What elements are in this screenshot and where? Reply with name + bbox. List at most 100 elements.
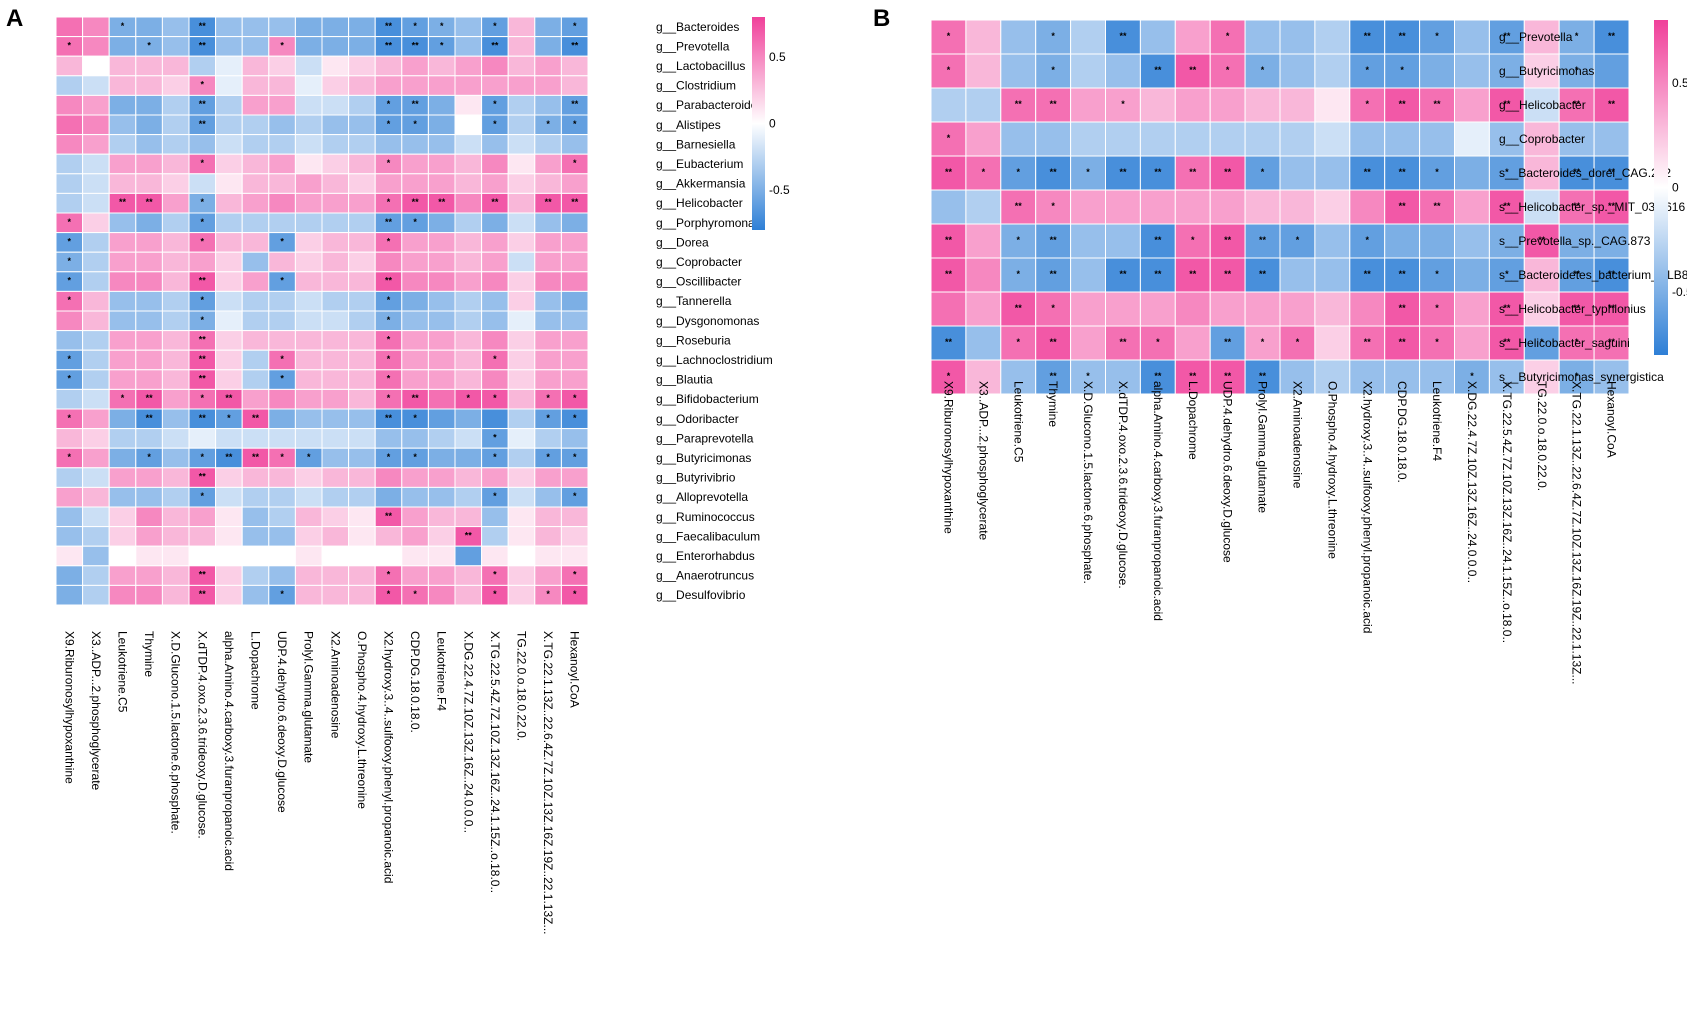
heatmap-cell <box>1384 53 1421 89</box>
row-label: g__Roseburia <box>656 333 731 347</box>
column-label: X3..ADP...2.phosphoglycerate <box>89 631 103 791</box>
heatmap-cell <box>1419 359 1455 395</box>
heatmap-cell <box>268 212 296 234</box>
significance-mark: * <box>1156 337 1160 347</box>
heatmap-cell <box>1070 291 1106 327</box>
significance-mark: * <box>387 295 391 305</box>
heatmap-cell <box>82 486 110 508</box>
row-label: g__Alloprevotella <box>656 490 748 504</box>
heatmap-cell <box>1244 19 1281 55</box>
heatmap-cell <box>82 114 110 136</box>
heatmap-cell <box>1244 189 1281 225</box>
heatmap-cell <box>1279 121 1316 157</box>
heatmap-cell <box>161 173 190 194</box>
heatmap-cell <box>348 271 376 292</box>
heatmap-cell <box>55 506 84 528</box>
heatmap-cell <box>454 428 483 449</box>
column-label: X.TG.22.1.13Z..22.6.4Z.7Z.10Z.13Z.16Z.19… <box>541 631 555 935</box>
heatmap-cell <box>427 212 456 234</box>
heatmap-cell <box>55 467 84 488</box>
significance-mark: ** <box>199 21 207 31</box>
heatmap-cell <box>108 173 137 194</box>
column-label: X.D.Glucono.1.5.lactone.6.phosphate. <box>169 631 183 834</box>
heatmap-cell <box>1593 121 1630 157</box>
heatmap-cell <box>374 486 403 508</box>
heatmap-cell <box>321 75 350 96</box>
heatmap-cell <box>161 467 190 488</box>
heatmap-cell <box>108 310 137 332</box>
significance-mark: ** <box>1364 337 1372 347</box>
column-label: X.DG.22.4.7Z.10Z.13Z.16Z..24.0.0.0.. <box>1465 381 1479 583</box>
significance-mark: * <box>280 276 284 286</box>
significance-mark: * <box>1575 337 1579 347</box>
heatmap-cell <box>294 94 323 116</box>
heatmap-cell <box>534 349 562 371</box>
row-label: g__Bifidobacterium <box>656 392 759 406</box>
heatmap-cell <box>534 134 562 155</box>
heatmap-cell <box>161 114 190 136</box>
heatmap-cell <box>930 53 967 89</box>
row-label: g__Blautia <box>656 373 713 387</box>
heatmap-cell <box>268 153 296 175</box>
heatmap-cell <box>534 486 562 508</box>
significance-mark: * <box>387 354 391 364</box>
heatmap-cell <box>82 408 110 430</box>
heatmap-cell <box>454 75 483 96</box>
heatmap-cell <box>1070 359 1106 395</box>
heatmap-cell <box>108 212 137 234</box>
heatmap-cell <box>82 134 110 155</box>
heatmap-cell <box>481 467 509 488</box>
heatmap-cell <box>1279 291 1316 327</box>
heatmap-cell <box>427 526 456 547</box>
heatmap-cell <box>348 16 376 38</box>
heatmap-cell <box>1314 325 1351 361</box>
heatmap-cell <box>82 506 110 528</box>
column-label: X9.Riburonosylhypoxanthine <box>62 631 76 784</box>
significance-mark: * <box>493 99 497 109</box>
heatmap-cell <box>427 55 456 77</box>
heatmap-cell <box>321 192 350 214</box>
heatmap-cell <box>454 251 483 273</box>
heatmap-cell <box>294 369 323 390</box>
heatmap-cell <box>135 486 163 508</box>
significance-mark: * <box>1296 235 1300 245</box>
significance-mark: * <box>947 31 951 41</box>
heatmap-cell <box>1558 223 1595 259</box>
heatmap-cell <box>268 173 296 194</box>
heatmap-cell <box>294 545 323 567</box>
heatmap-cell <box>161 526 190 547</box>
row-label: g__Eubacterium <box>656 157 743 171</box>
heatmap-cell <box>108 428 137 449</box>
heatmap-cell <box>534 36 562 57</box>
heatmap-cell <box>241 330 270 351</box>
heatmap-cell <box>1105 87 1141 123</box>
heatmap-cell <box>215 55 243 77</box>
significance-mark: ** <box>1050 269 1058 279</box>
row-label: s__Butyricimonas_synergistica <box>1499 370 1664 384</box>
heatmap-cell <box>55 584 84 606</box>
significance-mark: ** <box>385 511 393 521</box>
heatmap-cell <box>348 310 376 332</box>
significance-mark: ** <box>1573 303 1581 313</box>
heatmap-cell <box>1174 155 1211 191</box>
heatmap-cell <box>348 408 376 430</box>
row-label: g__Paraprevotella <box>656 431 754 445</box>
significance-mark: * <box>493 432 497 442</box>
significance-mark: ** <box>1573 201 1581 211</box>
heatmap-cell <box>481 134 509 155</box>
heatmap-cell <box>1244 155 1281 191</box>
significance-mark: ** <box>1154 235 1162 245</box>
heatmap-cell <box>1454 325 1490 361</box>
heatmap-cell <box>1244 359 1281 395</box>
column-label: X2.Aminoadenosine <box>1290 381 1304 489</box>
heatmap-cell <box>560 526 589 547</box>
significance-mark: ** <box>412 197 420 207</box>
heatmap-cell <box>161 290 190 312</box>
significance-mark: * <box>387 236 391 246</box>
heatmap-cell <box>1454 87 1490 123</box>
heatmap-cell <box>241 251 270 273</box>
heatmap-cell <box>348 428 376 449</box>
significance-mark: * <box>280 589 284 599</box>
heatmap-cell <box>348 349 376 371</box>
heatmap-cell <box>1070 325 1106 361</box>
